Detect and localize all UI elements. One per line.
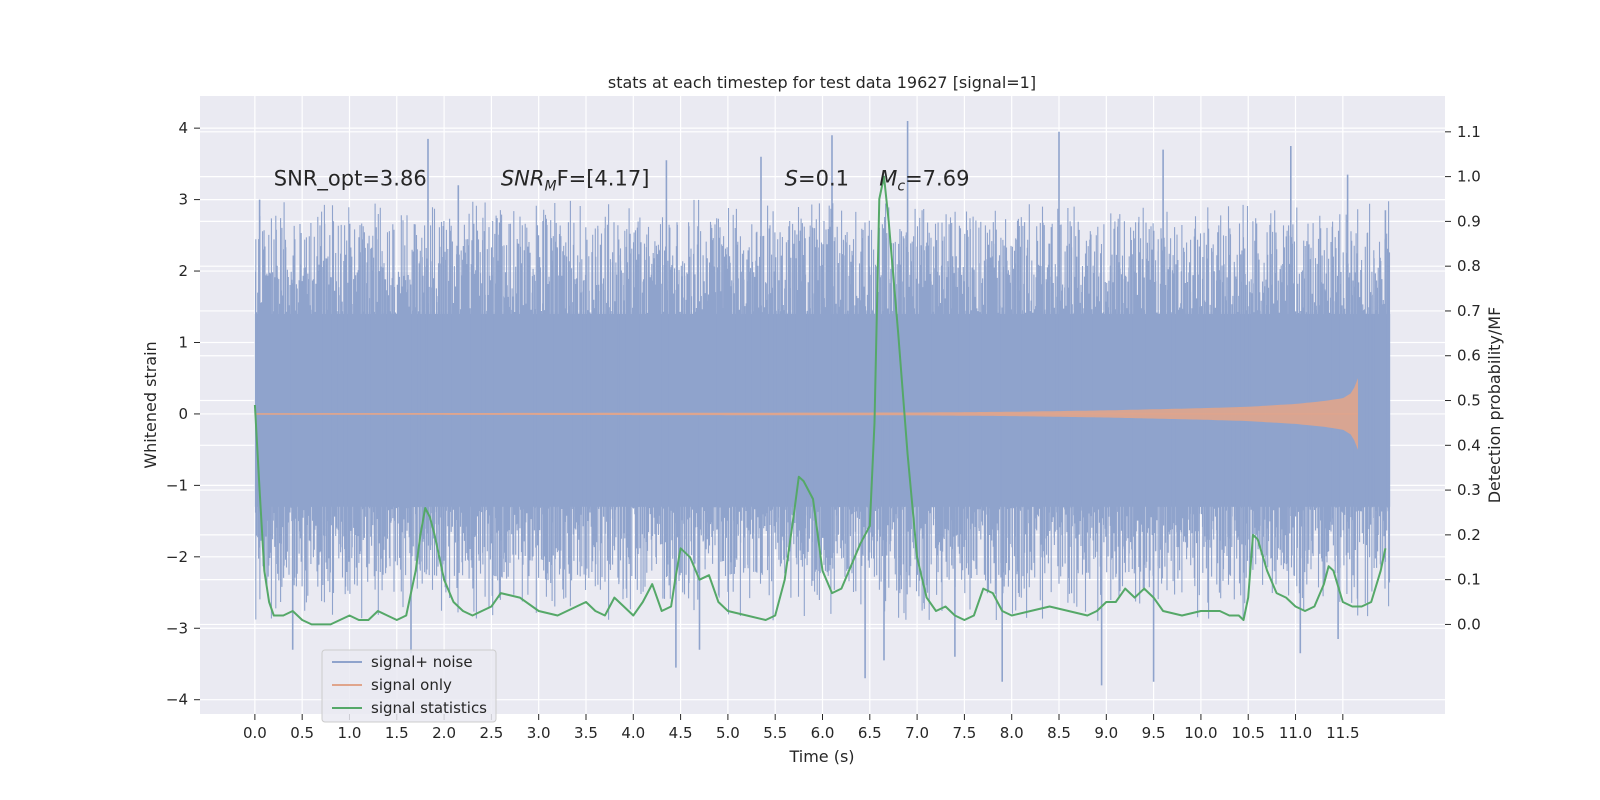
legend-label-signal-only: signal only bbox=[371, 676, 452, 694]
legend-label-signal-noise: signal+ noise bbox=[371, 653, 473, 671]
x-tick-label: 8.5 bbox=[1047, 724, 1071, 742]
x-tick-label: 6.5 bbox=[858, 724, 882, 742]
y-tick-label-right: 1.1 bbox=[1457, 123, 1481, 141]
y-tick-label-left: 2 bbox=[178, 262, 188, 280]
annotation-mc: Mc=7.69 bbox=[879, 166, 969, 194]
annotation-snr-mf: SNRMF=[4.17] bbox=[501, 166, 650, 194]
series-signal-only bbox=[254, 378, 1358, 450]
x-tick-label: 1.5 bbox=[385, 724, 409, 742]
annotation-symbol: M bbox=[879, 166, 897, 190]
y-tick-label-left: −2 bbox=[166, 548, 188, 566]
x-tick-label: 11.5 bbox=[1326, 724, 1359, 742]
x-axis-label: Time (s) bbox=[788, 747, 854, 766]
x-tick-label: 3.0 bbox=[527, 724, 551, 742]
y-tick-label-right: 0.8 bbox=[1457, 257, 1481, 275]
annotation-subscript: c bbox=[897, 178, 905, 194]
x-tick-label: 1.0 bbox=[338, 724, 362, 742]
annotation-value: =0.1 bbox=[798, 166, 849, 190]
x-tick-label: 11.0 bbox=[1279, 724, 1312, 742]
x-tick-label: 7.0 bbox=[905, 724, 929, 742]
y-tick-label-left: −3 bbox=[166, 619, 188, 637]
chart-title: stats at each timestep for test data 196… bbox=[608, 73, 1036, 92]
x-tick-label: 10.0 bbox=[1184, 724, 1217, 742]
annotation-value: F=[4.17] bbox=[557, 166, 650, 190]
annotation-s-stat: S=0.1 bbox=[785, 166, 849, 190]
y-tick-label-right: 0.0 bbox=[1457, 615, 1481, 633]
annotation-subscript: M bbox=[544, 178, 556, 194]
x-tick-label: 5.0 bbox=[716, 724, 740, 742]
x-tick-label: 8.0 bbox=[1000, 724, 1024, 742]
legend: signal+ noise signal only signal statist… bbox=[321, 649, 497, 723]
x-tick-label: 9.5 bbox=[1142, 724, 1166, 742]
annotation-symbol: S bbox=[785, 166, 798, 190]
annotation-value: =7.69 bbox=[905, 166, 969, 190]
y-axis-label-left: Whitened strain bbox=[141, 341, 160, 468]
y-tick-label-left: 4 bbox=[178, 119, 188, 137]
y-tick-label-right: 0.1 bbox=[1457, 571, 1481, 589]
x-tick-label: 0.5 bbox=[290, 724, 314, 742]
x-tick-label: 4.5 bbox=[669, 724, 693, 742]
y-tick-label-left: 1 bbox=[178, 333, 188, 351]
y-tick-label-left: −1 bbox=[166, 476, 188, 494]
y-tick-label-left: 0 bbox=[178, 405, 188, 423]
x-tick-label: 0.0 bbox=[243, 724, 267, 742]
x-tick-label: 2.0 bbox=[432, 724, 456, 742]
x-tick-label: 3.5 bbox=[574, 724, 598, 742]
y-tick-label-right: 0.4 bbox=[1457, 436, 1481, 454]
x-tick-label: 10.5 bbox=[1232, 724, 1265, 742]
signal-noise-peaks bbox=[258, 121, 1387, 686]
y-tick-label-right: 0.6 bbox=[1457, 347, 1481, 365]
y-tick-label-right: 0.5 bbox=[1457, 392, 1481, 410]
annotation-snr-opt: SNR_opt=3.86 bbox=[274, 166, 427, 191]
x-tick-label: 5.5 bbox=[763, 724, 787, 742]
y-tick-label-right: 0.2 bbox=[1457, 526, 1481, 544]
y-tick-label-left: −4 bbox=[166, 691, 188, 709]
y-tick-label-right: 0.9 bbox=[1457, 212, 1481, 230]
y-tick-label-right: 1.0 bbox=[1457, 168, 1481, 186]
y-tick-label-left: 3 bbox=[178, 191, 188, 209]
x-tick-label: 7.5 bbox=[952, 724, 976, 742]
y-tick-label-right: 0.7 bbox=[1457, 302, 1481, 320]
legend-label-signal-statistics: signal statistics bbox=[371, 699, 487, 717]
y-axis-label-right: Detection probability/MF bbox=[1485, 307, 1504, 504]
legend-frame bbox=[321, 649, 497, 723]
x-tick-label: 4.0 bbox=[621, 724, 645, 742]
annotation-symbol: SNR bbox=[501, 166, 545, 190]
x-tick-label: 9.0 bbox=[1094, 724, 1118, 742]
x-tick-label: 2.5 bbox=[479, 724, 503, 742]
series-signal-statistics bbox=[253, 175, 1387, 626]
y-tick-label-right: 0.3 bbox=[1457, 481, 1481, 499]
x-tick-label: 6.0 bbox=[811, 724, 835, 742]
